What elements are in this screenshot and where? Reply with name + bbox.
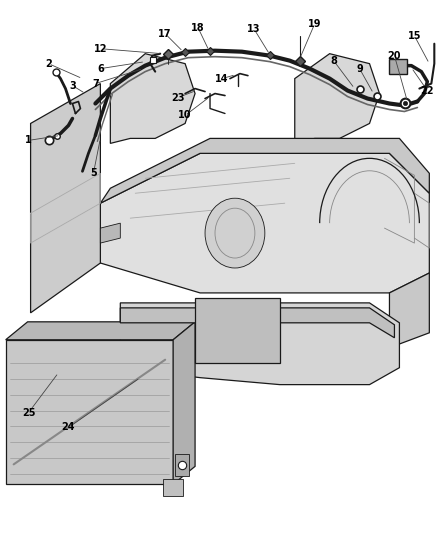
Polygon shape xyxy=(120,303,399,385)
Text: 14: 14 xyxy=(215,74,229,84)
Text: 3: 3 xyxy=(69,80,76,91)
Text: 23: 23 xyxy=(171,93,185,102)
Text: 15: 15 xyxy=(408,31,421,41)
Polygon shape xyxy=(163,479,183,496)
Text: 6: 6 xyxy=(97,63,104,74)
Ellipse shape xyxy=(205,198,265,268)
Polygon shape xyxy=(295,54,379,143)
Text: 18: 18 xyxy=(191,23,205,33)
Text: 9: 9 xyxy=(356,63,363,74)
Polygon shape xyxy=(100,139,429,203)
Text: 25: 25 xyxy=(22,408,35,417)
Text: 19: 19 xyxy=(308,19,321,29)
Polygon shape xyxy=(6,340,173,484)
Text: 20: 20 xyxy=(388,51,401,61)
Polygon shape xyxy=(6,322,195,340)
Polygon shape xyxy=(120,308,395,338)
Text: 5: 5 xyxy=(90,168,97,179)
Text: 1: 1 xyxy=(25,135,32,146)
Text: 12: 12 xyxy=(94,44,107,54)
Text: 17: 17 xyxy=(159,29,172,39)
Polygon shape xyxy=(100,223,120,243)
Polygon shape xyxy=(31,84,100,313)
Text: 13: 13 xyxy=(247,24,261,34)
Text: 10: 10 xyxy=(178,110,192,120)
Text: 2: 2 xyxy=(45,59,52,69)
Text: 8: 8 xyxy=(330,55,337,66)
Text: 24: 24 xyxy=(62,423,75,432)
Polygon shape xyxy=(100,154,429,293)
Text: 22: 22 xyxy=(420,86,434,95)
Polygon shape xyxy=(173,322,195,484)
Polygon shape xyxy=(110,54,195,143)
Bar xyxy=(389,59,407,74)
Text: 7: 7 xyxy=(92,78,99,88)
Polygon shape xyxy=(195,298,280,362)
Bar xyxy=(175,455,189,477)
Polygon shape xyxy=(389,273,429,348)
